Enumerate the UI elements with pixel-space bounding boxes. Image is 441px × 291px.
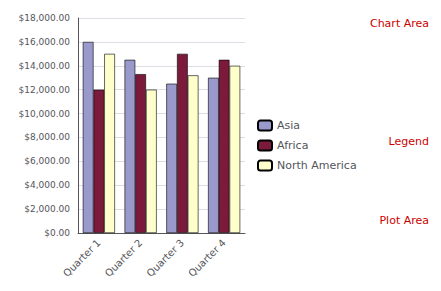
- svg-text:$12,000.00: $12,000.00: [18, 85, 70, 95]
- svg-text:$4,000.00: $4,000.00: [24, 180, 70, 190]
- svg-text:$18,000.00: $18,000.00: [18, 13, 70, 23]
- svg-text:Plot Area: Plot Area: [379, 214, 429, 227]
- svg-text:Quarter 2: Quarter 2: [103, 237, 145, 279]
- svg-text:Quarter 1: Quarter 1: [61, 237, 103, 279]
- svg-text:Legend: Legend: [389, 135, 429, 148]
- svg-text:$14,000.00: $14,000.00: [18, 61, 70, 71]
- svg-text:$8,000.00: $8,000.00: [24, 132, 70, 142]
- svg-text:$16,000.00: $16,000.00: [18, 37, 70, 47]
- svg-text:Quarter 4: Quarter 4: [186, 237, 228, 279]
- svg-text:$0.00: $0.00: [44, 228, 70, 238]
- svg-text:North America: North America: [277, 159, 357, 172]
- svg-text:Quarter 3: Quarter 3: [144, 237, 186, 279]
- svg-text:$10,000.00: $10,000.00: [18, 109, 70, 119]
- svg-text:$2,000.00: $2,000.00: [24, 204, 70, 214]
- svg-text:Africa: Africa: [277, 139, 308, 152]
- svg-text:Asia: Asia: [277, 119, 300, 132]
- svg-text:Chart Area: Chart Area: [370, 17, 429, 30]
- svg-text:$6,000.00: $6,000.00: [24, 156, 70, 166]
